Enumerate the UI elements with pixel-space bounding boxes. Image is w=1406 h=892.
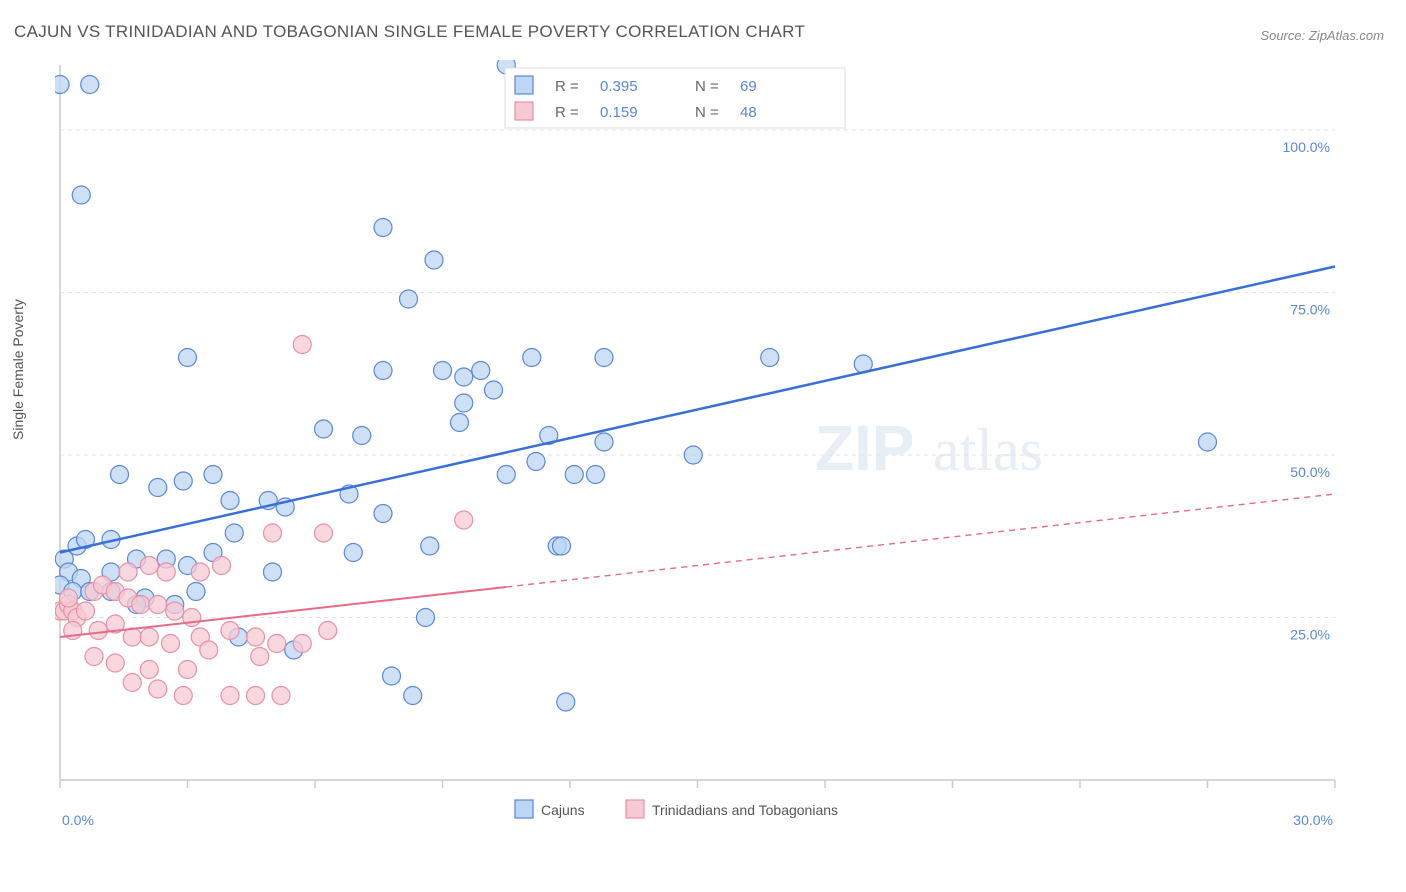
svg-text:75.0%: 75.0%	[1290, 302, 1330, 318]
y-axis-label: Single Female Poverty	[10, 299, 26, 440]
svg-text:69: 69	[740, 78, 757, 95]
svg-text:30.0%: 30.0%	[1293, 812, 1333, 828]
svg-text:50.0%: 50.0%	[1290, 464, 1330, 480]
svg-text:25.0%: 25.0%	[1290, 627, 1330, 643]
svg-text:N =: N =	[695, 104, 719, 121]
svg-text:48: 48	[740, 104, 757, 121]
svg-text:0.159: 0.159	[600, 104, 638, 121]
svg-text:atlas: atlas	[933, 417, 1043, 483]
page-title: CAJUN VS TRINIDADIAN AND TOBAGONIAN SING…	[14, 22, 805, 42]
svg-text:R =: R =	[555, 78, 579, 95]
svg-text:ZIP: ZIP	[815, 412, 915, 484]
svg-text:100.0%: 100.0%	[1283, 139, 1330, 155]
source-attribution: Source: ZipAtlas.com	[1260, 28, 1384, 43]
source-value: ZipAtlas.com	[1309, 28, 1384, 43]
svg-text:0.395: 0.395	[600, 78, 638, 95]
scatter-chart: 25.0% 50.0% 75.0% 100.0% 0.0% 30.0% ZIP atlas R …	[55, 60, 1340, 850]
svg-text:0.0%: 0.0%	[62, 812, 94, 828]
svg-text:N =: N =	[695, 78, 719, 95]
svg-text:R =: R =	[555, 104, 579, 121]
svg-text:Cajuns: Cajuns	[541, 802, 585, 818]
svg-text:Trinidadians and Tobagonians: Trinidadians and Tobagonians	[652, 802, 838, 818]
chart-area: 25.0%50.0%75.0%100.0%0.0%30.0%ZIPatlasR …	[55, 60, 1340, 810]
source-label: Source:	[1260, 28, 1305, 43]
